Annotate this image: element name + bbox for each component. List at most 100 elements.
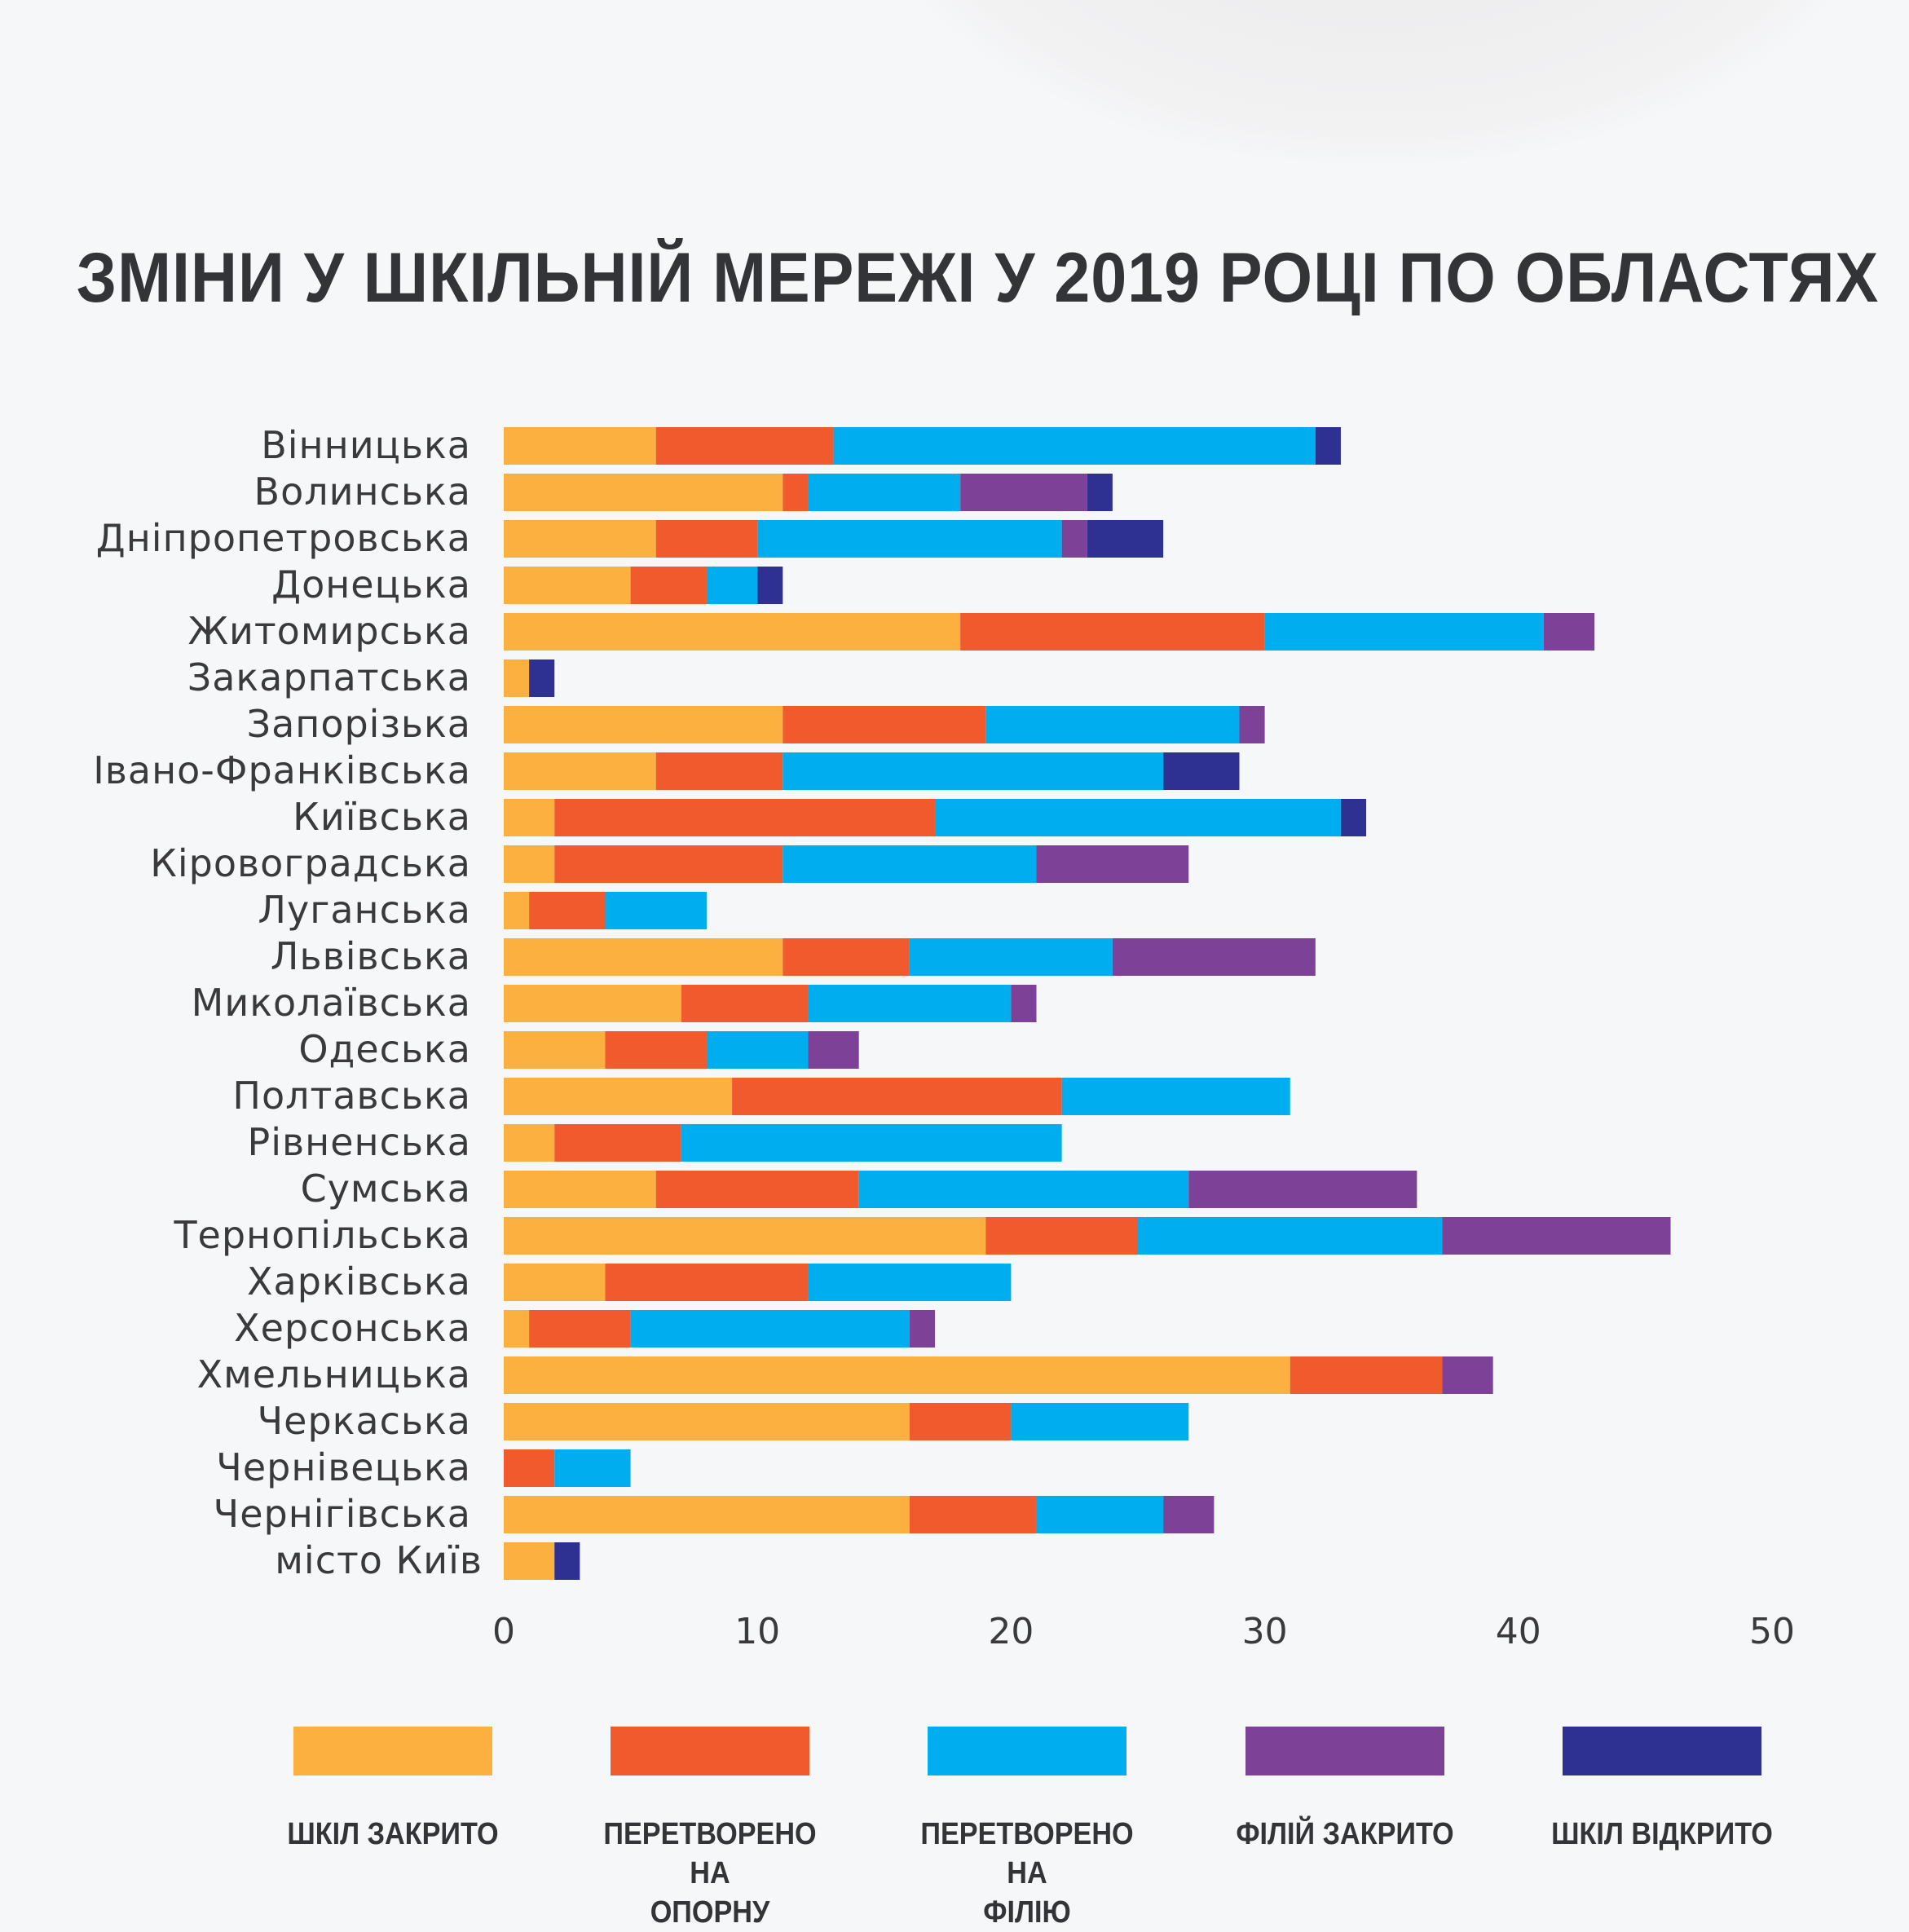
x-tick-label: 50 [1749,1611,1795,1652]
legend-item: ПЕРЕТВОРЕНО НА ФІЛІЮ [897,1727,1157,1932]
legend-swatch [1563,1727,1761,1775]
legend-swatch [928,1727,1126,1775]
bar-segment [1036,1496,1164,1533]
bar-segment [554,799,936,836]
bar-segment [960,474,1087,511]
bar-segment [783,938,910,976]
bar-segment [706,1031,809,1069]
legend: ШКІЛ ЗАКРИТО ПЕРЕТВОРЕНО НА ОПОРНУ ПЕРЕТВОР… [245,1727,1793,1930]
bar-segment [1061,1078,1290,1115]
x-tick-label: 40 [1496,1611,1541,1652]
bar-segment [1138,1217,1443,1255]
legend-label-line: ШКІЛ ВІДКРИТО [1551,1817,1773,1851]
bar-segment [808,1264,1012,1301]
chart-title: ЗМІНИ У ШКІЛЬНІЙ МЕРЕЖІ У 2019 РОЦІ ПО О… [76,239,1880,317]
bar-segment [529,659,555,697]
category-label: Житомирська [187,609,471,653]
bar-segment [504,706,783,743]
bar-segment [504,892,530,929]
bar-segment [504,1264,606,1301]
bar-segment [1239,706,1265,743]
bar-segment [504,1171,656,1208]
bar-segment [1036,845,1189,883]
bar-segment [554,1124,681,1162]
bar-segment [1061,520,1087,558]
legend-item: ШКІЛ ЗАКРИТО [262,1727,523,1854]
legend-label-line: ОПОРНУ [650,1895,770,1930]
legend-item: ПЕРЕТВОРЕНО НА ОПОРНУ [580,1727,840,1932]
bar-segment [757,520,1062,558]
bar-segment [504,1449,555,1487]
category-label: Запорізька [247,702,471,746]
bar-segment [1290,1356,1443,1394]
category-label: Полтавська [232,1074,471,1118]
bar-segment [1011,1403,1189,1440]
category-labels: ВінницькаВолинськаДніпропетровськаДонець… [93,423,482,1582]
bar-segment [1163,1496,1215,1533]
bar-segment [504,938,783,976]
bars-group [504,427,1671,1580]
bar-segment [605,1031,707,1069]
bar-segment [529,892,606,929]
bar-segment [935,799,1341,836]
legend-label: ФІЛІЙ ЗАКРИТО [1228,1815,1462,1854]
bar-segment [655,1171,859,1208]
bar-segment [554,845,783,883]
bar-segment [783,474,809,511]
legend-item: ФІЛІЙ ЗАКРИТО [1215,1727,1475,1854]
bar-segment [1011,985,1037,1022]
bar-segment [706,567,758,604]
bar-segment [1188,1171,1417,1208]
bar-segment [504,1310,530,1348]
category-label: Хмельницька [197,1352,471,1396]
bar-segment [808,1031,859,1069]
bar-segment [783,845,1037,883]
bar-segment [504,1031,606,1069]
bar-segment [783,752,1164,790]
legend-swatch [293,1727,492,1775]
category-label: Одеська [298,1027,471,1071]
legend-label-line: ШКІЛ ЗАКРИТО [287,1817,499,1851]
bar-segment [504,520,656,558]
legend-label: ПЕРЕТВОРЕНО НА ОПОРНУ [593,1815,827,1932]
bar-segment [985,1217,1138,1255]
bar-segment [504,1496,910,1533]
bar-segment [554,1542,580,1580]
legend-label-line: ФІЛІЙ ЗАКРИТО [1236,1817,1454,1851]
bar-segment [1264,613,1544,651]
bar-segment [504,1217,986,1255]
category-label: Харківська [247,1259,471,1303]
bar-segment [909,1310,936,1348]
bar-segment [504,474,783,511]
category-label: Чернігівська [214,1492,471,1536]
bar-segment [681,985,809,1022]
bar-segment [833,427,1316,465]
bar-segment [504,1356,1290,1394]
category-label: Донецька [271,562,471,607]
category-label: Черкаська [258,1399,471,1443]
bar-segment [529,1310,631,1348]
bar-segment [504,799,555,836]
bar-segment [504,845,555,883]
bar-segment [909,1403,1012,1440]
category-label: Львівська [271,934,471,978]
legend-label: ПЕРЕТВОРЕНО НА ФІЛІЮ [910,1815,1144,1932]
category-label: Дніпропетровська [96,516,471,560]
bar-segment [1112,938,1316,976]
legend-swatch [611,1727,809,1775]
bar-segment [960,613,1265,651]
category-label: Тернопільська [173,1213,471,1257]
x-tick-label: 0 [492,1611,515,1652]
bar-segment [1163,752,1240,790]
bar-segment [630,567,707,604]
category-label: Закарпатська [187,655,471,699]
legend-item: ШКІЛ ВІДКРИТО [1532,1727,1792,1854]
category-label: Київська [293,795,471,839]
bar-segment [504,752,656,790]
bar-segment [1543,613,1595,651]
legend-label-line: ФІЛІЮ [983,1895,1071,1930]
bar-segment [808,474,961,511]
legend-label: ШКІЛ ВІДКРИТО [1545,1815,1779,1854]
bar-segment [985,706,1240,743]
bar-segment [504,985,681,1022]
